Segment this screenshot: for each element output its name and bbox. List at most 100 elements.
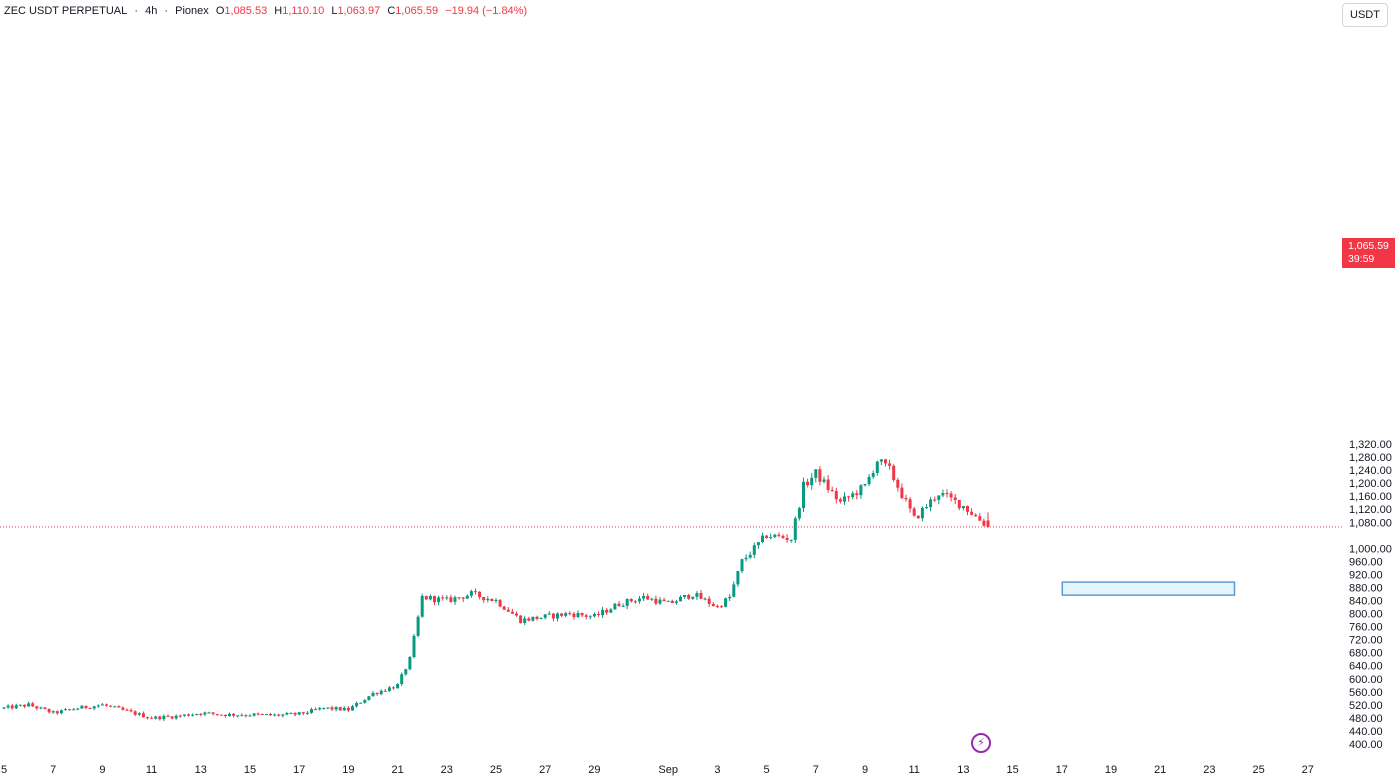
candle (908, 496, 912, 513)
candle-body (580, 613, 584, 616)
candle-body (572, 613, 576, 618)
candle-body (695, 592, 699, 597)
candle-body (244, 715, 248, 717)
symbol-name[interactable]: ZEC USDT PERPETUAL (4, 5, 128, 17)
candle (51, 710, 55, 714)
candle-body (27, 703, 31, 707)
candle-body (59, 710, 63, 714)
candle (867, 474, 871, 487)
candle (486, 596, 490, 603)
candle (346, 706, 350, 712)
candle (547, 611, 551, 615)
candle-body (822, 479, 826, 482)
candle (244, 714, 248, 718)
candle-body (80, 705, 84, 709)
candle (498, 599, 502, 608)
candle-body (617, 603, 621, 607)
candle-body (31, 703, 35, 707)
price-tick-label: 480.00 (1349, 713, 1383, 725)
candle (892, 464, 896, 482)
candle (687, 593, 691, 600)
candle (974, 513, 978, 517)
candle-body (715, 606, 719, 608)
candle-body (158, 716, 162, 720)
candle (863, 483, 867, 487)
candle (879, 459, 883, 466)
candle-body (748, 554, 752, 558)
candle (80, 704, 84, 709)
candle-body (933, 499, 937, 501)
candle (568, 611, 572, 616)
candle-body (855, 493, 859, 496)
candle-body (613, 603, 617, 610)
candle (806, 478, 810, 488)
candle (47, 708, 51, 714)
candle-body (679, 596, 682, 602)
candle (76, 707, 80, 711)
price-change: −19.94 (−1.84%) (445, 5, 528, 17)
time-tick-label: 25 (490, 764, 502, 776)
candle (871, 470, 875, 480)
candle (896, 477, 900, 492)
price-tick-label: 1,320.00 (1349, 439, 1392, 451)
candle-body (88, 708, 92, 710)
time-axis[interactable]: 5 7 9 11 13 15 17 19 21 23 25 27 29 Sep 3 5 7 9 11 13 15 17 19… (1, 764, 1314, 776)
candle-body (326, 707, 330, 709)
currency-button[interactable]: USDT (1342, 3, 1388, 27)
candle (301, 711, 305, 716)
lightning-bolt-icon[interactable]: ⚡ (971, 733, 991, 753)
candle (236, 715, 240, 718)
candle (478, 591, 482, 600)
candle (539, 617, 543, 620)
candle-body (269, 714, 272, 716)
interval-label[interactable]: 4h (145, 5, 158, 17)
candle-body (150, 717, 154, 719)
candle (18, 704, 22, 707)
high-label: H (274, 5, 283, 17)
candle-body (199, 714, 203, 716)
candle (744, 554, 748, 562)
candle (23, 704, 26, 709)
candle-body (314, 709, 318, 711)
candle (113, 705, 117, 708)
candle-body (478, 591, 482, 597)
price-axis[interactable]: 1,320.001,280.001,240.001,200.001,160.00… (1349, 439, 1392, 751)
candle-body (334, 707, 338, 710)
candle-body (584, 615, 588, 617)
candle-body (625, 598, 629, 606)
candle-body (814, 469, 818, 478)
candle-body (961, 506, 965, 509)
candle (367, 696, 371, 701)
candle (564, 611, 568, 618)
candle-body (830, 489, 834, 492)
candle (154, 715, 158, 720)
candle (100, 702, 104, 706)
candle (765, 535, 769, 539)
candle (916, 515, 920, 519)
candle-body (871, 472, 875, 477)
time-tick-label: 11 (146, 764, 157, 776)
candle-body (621, 605, 625, 607)
candle (264, 713, 268, 716)
candle-body (810, 477, 814, 486)
last-price-tag: 1,065.59 39:59 (1342, 238, 1395, 268)
candle-body (453, 597, 457, 602)
time-tick-label: 29 (588, 764, 600, 776)
candle-body (843, 496, 846, 502)
candle (617, 601, 621, 607)
candle (597, 611, 600, 617)
candle (318, 706, 322, 711)
candle-body (113, 706, 117, 708)
candle (273, 713, 277, 717)
candle (543, 614, 547, 620)
candle (843, 492, 846, 505)
candle (752, 542, 756, 559)
candle (715, 604, 719, 608)
candle (203, 711, 207, 717)
highlight-zone-rectangle[interactable] (1061, 581, 1236, 596)
candlestick-series (2, 458, 990, 722)
candle (953, 493, 957, 504)
candle (662, 597, 666, 602)
candle (43, 707, 47, 710)
